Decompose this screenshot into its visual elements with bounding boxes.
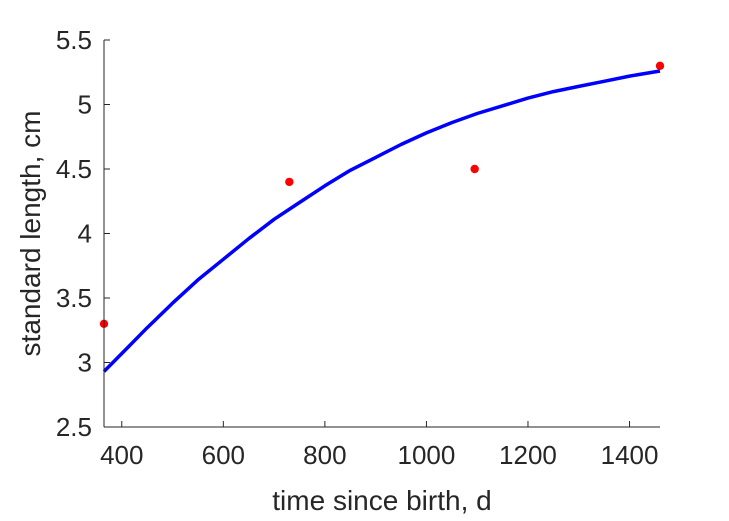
data-point — [285, 177, 294, 187]
x-tick-label: 400 — [100, 440, 143, 470]
x-tick-label: 800 — [303, 440, 346, 470]
fit-curve-layer — [102, 69, 661, 373]
y-tick-label: 4 — [78, 219, 92, 249]
fit-curve — [102, 69, 661, 373]
y-tick-label: 4.5 — [56, 154, 92, 184]
data-point — [655, 61, 665, 70]
y-axis-label: standard length, cm — [15, 111, 46, 357]
x-tick-label: 1000 — [398, 440, 456, 470]
data-point — [470, 164, 479, 174]
y-tick-label: 3.5 — [56, 283, 92, 313]
x-tick-label: 600 — [202, 440, 245, 470]
tick-labels: 400 600 800 1000 1200 1400 2.5 3 3.5 4 4.5 5 5.5 — [56, 25, 659, 470]
x-axis-label: time since birth, d — [272, 485, 491, 516]
data-points-layer — [99, 61, 665, 328]
axes — [103, 39, 660, 428]
x-tick-label: 1400 — [601, 440, 659, 470]
y-tick-label: 3 — [78, 348, 92, 378]
x-tick-label: 1200 — [499, 440, 557, 470]
y-tick-label: 2.5 — [56, 412, 92, 442]
y-tick-label: 5 — [78, 90, 92, 120]
y-tick-label: 5.5 — [56, 25, 92, 55]
